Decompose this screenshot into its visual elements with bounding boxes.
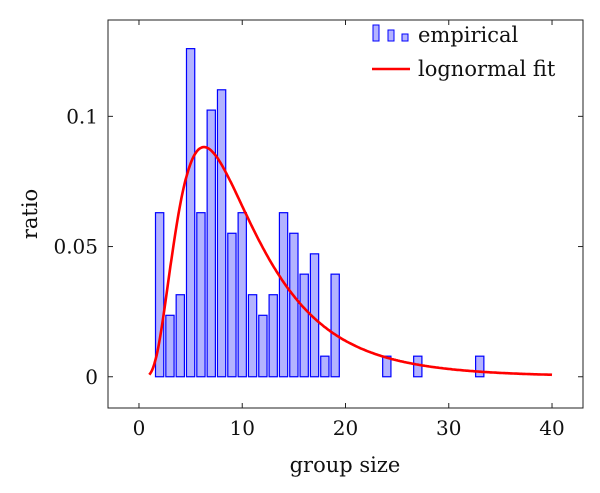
bar xyxy=(216,89,227,378)
line-series-lognormal-fit xyxy=(148,145,553,377)
y-tick-label: 0.05 xyxy=(53,235,98,259)
bar xyxy=(320,355,330,378)
y-tick-label: 0.1 xyxy=(66,104,98,128)
bar xyxy=(382,355,392,378)
bar xyxy=(206,109,216,378)
bar xyxy=(227,232,237,378)
legend: empirical lognormal fit xyxy=(372,23,556,81)
bar xyxy=(258,314,268,378)
bar xyxy=(289,232,299,378)
legend-label-empirical: empirical xyxy=(418,23,519,47)
x-tick-label: 10 xyxy=(230,416,255,440)
bar-series-empirical xyxy=(154,48,485,378)
legend-label-lognormal-fit: lognormal fit xyxy=(418,57,556,81)
y-axis-label: ratio xyxy=(18,189,42,239)
x-tick-label: 20 xyxy=(333,416,358,440)
y-axis: 0 0.05 0.1 xyxy=(53,104,583,389)
x-axis: 0 10 20 30 40 xyxy=(133,20,565,440)
bar xyxy=(247,294,258,378)
bar xyxy=(413,355,423,378)
bar xyxy=(154,212,165,378)
legend-swatch-empirical xyxy=(372,24,409,42)
bar xyxy=(278,212,289,378)
x-tick-label: 40 xyxy=(539,416,564,440)
x-tick-label: 30 xyxy=(436,416,461,440)
x-tick-label: 0 xyxy=(133,416,146,440)
bar xyxy=(165,314,175,378)
y-tick-label: 0 xyxy=(85,365,98,389)
bar xyxy=(268,294,278,378)
bar xyxy=(299,273,309,378)
bar xyxy=(330,273,340,378)
bar xyxy=(475,355,485,378)
bar xyxy=(175,294,186,378)
bar xyxy=(196,212,206,378)
x-axis-label: group size xyxy=(290,453,401,477)
bar xyxy=(237,212,247,378)
bar xyxy=(185,48,196,378)
